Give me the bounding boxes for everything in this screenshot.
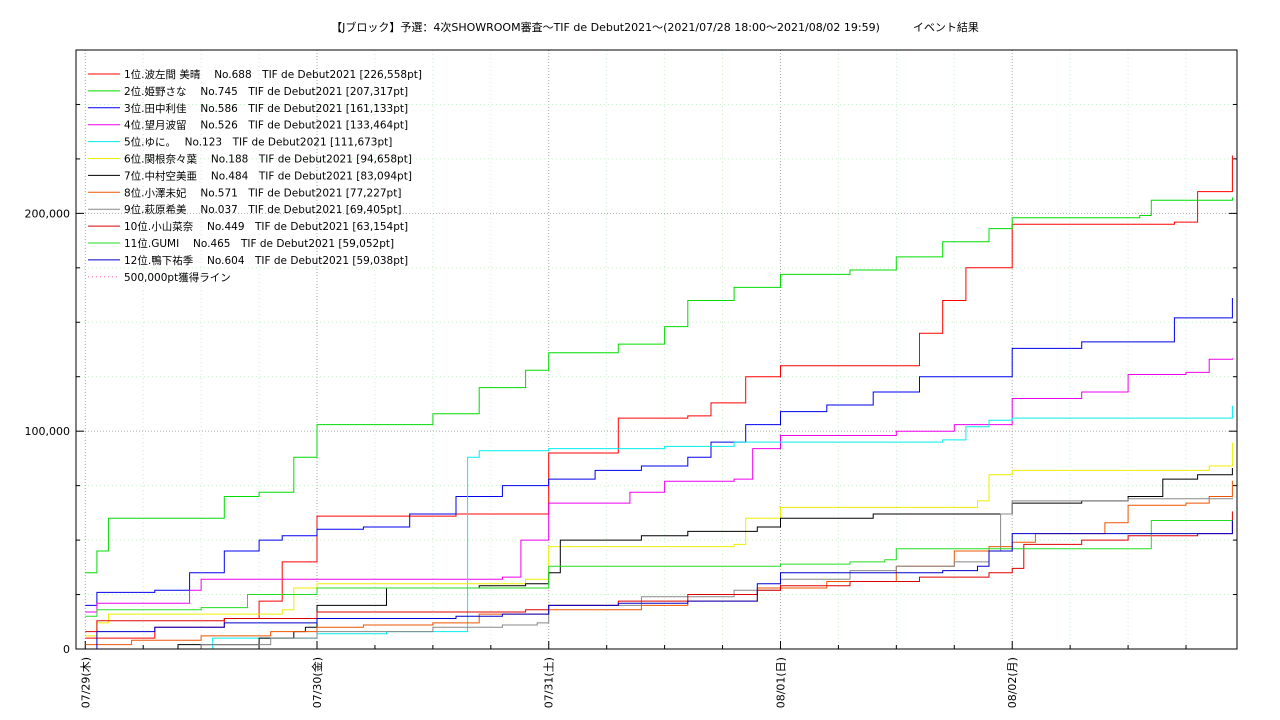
y-tick-label: 100,000 — [25, 425, 71, 438]
legend-entry: 9位.萩原希美 No.037 TIF de Debut2021 [69,405p… — [124, 203, 401, 216]
x-tick-label: 08/02(月) — [1006, 657, 1019, 708]
legend-entry: 6位.関根奈々葉 No.188 TIF de Debut2021 [94,658… — [124, 153, 412, 166]
series-line — [85, 497, 1233, 650]
legend-entry: 4位.望月波留 No.526 TIF de Debut2021 [133,464… — [124, 119, 408, 132]
series-line — [85, 298, 1233, 606]
x-tick-label: 07/30(金) — [310, 657, 324, 708]
x-tick-label: 07/31(土) — [543, 657, 556, 708]
series-line — [85, 358, 1233, 613]
legend-entry: 500,000pt獲得ライン — [124, 271, 231, 284]
legend-entry: 1位.波左間 美晴 No.688 TIF de Debut2021 [226,5… — [124, 68, 422, 81]
series-line — [85, 405, 1233, 650]
legend-entry: 10位.小山菜奈 No.449 TIF de Debut2021 [63,154… — [124, 220, 408, 233]
x-tick-label: 08/01(日) — [774, 657, 787, 708]
legend-entry: 3位.田中利佳 No.586 TIF de Debut2021 [161,133… — [124, 102, 408, 115]
series-line — [85, 511, 1233, 633]
legend-entry: 2位.姫野さな No.745 TIF de Debut2021 [207,317… — [124, 85, 408, 98]
plot-frame — [75, 49, 1238, 650]
series-line — [85, 468, 1233, 650]
legend-entry: 7位.中村空美亜 No.484 TIF de Debut2021 [83,094… — [124, 169, 412, 182]
series-line — [85, 520, 1233, 650]
y-tick-label: 0 — [63, 643, 70, 656]
legend-entry: 8位.小澤未妃 No.571 TIF de Debut2021 [77,227p… — [124, 186, 401, 199]
y-tick-label: 200,000 — [25, 207, 71, 220]
legend: 1位.波左間 美晴 No.688 TIF de Debut2021 [226,5… — [88, 68, 422, 284]
legend-entry: 5位.ゆに。 No.123 TIF de Debut2021 [111,673p… — [124, 136, 392, 149]
legend-entry: 12位.鴨下祐季 No.604 TIF de Debut2021 [59,038… — [124, 254, 408, 267]
chart-title: 【Jブロック】予選：4次SHOWROOM審査〜TIF de Debut2021〜… — [331, 20, 979, 34]
series-line — [85, 197, 1233, 574]
series-line — [85, 442, 1233, 637]
series-line — [85, 480, 1233, 646]
axis-layer: 0 100,000 200,000 07/29(木) 07/30(金) 07/31(土) 0… — [25, 49, 1237, 708]
legend-entry: 11位.GUMI No.465 TIF de Debut2021 [59,052… — [124, 237, 394, 250]
series-layer — [85, 155, 1233, 650]
x-tick-label: 07/29(木) — [79, 657, 92, 708]
series-line — [85, 520, 1233, 617]
